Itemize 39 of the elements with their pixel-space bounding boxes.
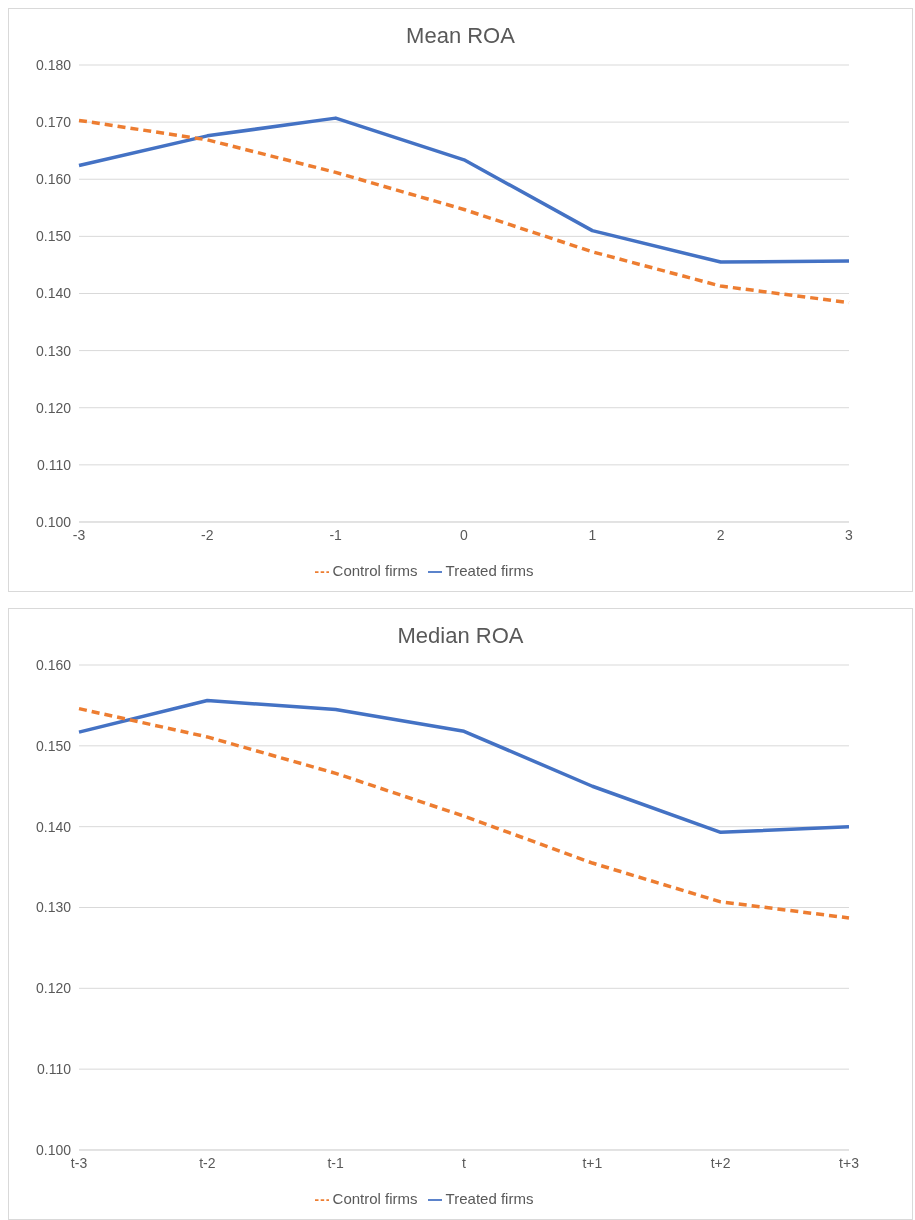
y-tick-label: 0.160 xyxy=(35,171,72,188)
x-tick-label: -2 xyxy=(201,526,214,543)
line-series xyxy=(77,706,851,920)
y-tick-label: 0.180 xyxy=(35,56,72,73)
legend-label: Control firms xyxy=(332,561,418,579)
line-series xyxy=(77,698,851,835)
legend-label: Treated firms xyxy=(445,1189,534,1207)
x-tick-label: -1 xyxy=(329,526,343,543)
y-tick-label: 0.150 xyxy=(35,737,72,754)
x-tick-label: t+3 xyxy=(839,1154,860,1171)
x-tick-label: t+2 xyxy=(710,1154,731,1171)
chart-title: Median ROA xyxy=(396,622,525,650)
x-tick-label: 1 xyxy=(588,526,597,543)
x-tick-label: 2 xyxy=(716,526,725,543)
x-tick-label: t xyxy=(462,1154,467,1171)
line-series xyxy=(77,116,851,264)
x-tick-label: -3 xyxy=(72,526,86,543)
y-tick-label: 0.100 xyxy=(35,513,72,530)
y-tick-label: 0.110 xyxy=(37,1061,72,1078)
chart-title: Mean ROA xyxy=(405,22,516,50)
y-tick-label: 0.140 xyxy=(35,285,72,302)
y-tick-label: 0.170 xyxy=(35,114,72,131)
y-tick-label: 0.100 xyxy=(35,1141,72,1158)
x-tick-label: t-2 xyxy=(199,1154,216,1171)
x-tick-label: t+1 xyxy=(582,1154,603,1171)
y-tick-label: 0.150 xyxy=(35,228,72,245)
x-tick-label: 0 xyxy=(460,526,469,543)
y-tick-label: 0.130 xyxy=(35,899,72,916)
x-tick-label: 3 xyxy=(845,526,854,543)
x-tick-label: t-3 xyxy=(70,1154,88,1171)
y-tick-label: 0.160 xyxy=(35,656,72,673)
legend-label: Control firms xyxy=(332,1189,418,1207)
y-tick-label: 0.120 xyxy=(35,980,72,997)
y-tick-label: 0.140 xyxy=(35,818,72,835)
legend-label: Treated firms xyxy=(445,561,534,579)
y-tick-label: 0.110 xyxy=(37,456,72,473)
y-tick-label: 0.130 xyxy=(35,342,72,359)
x-tick-label: t-1 xyxy=(327,1154,345,1171)
y-tick-label: 0.120 xyxy=(35,399,72,416)
